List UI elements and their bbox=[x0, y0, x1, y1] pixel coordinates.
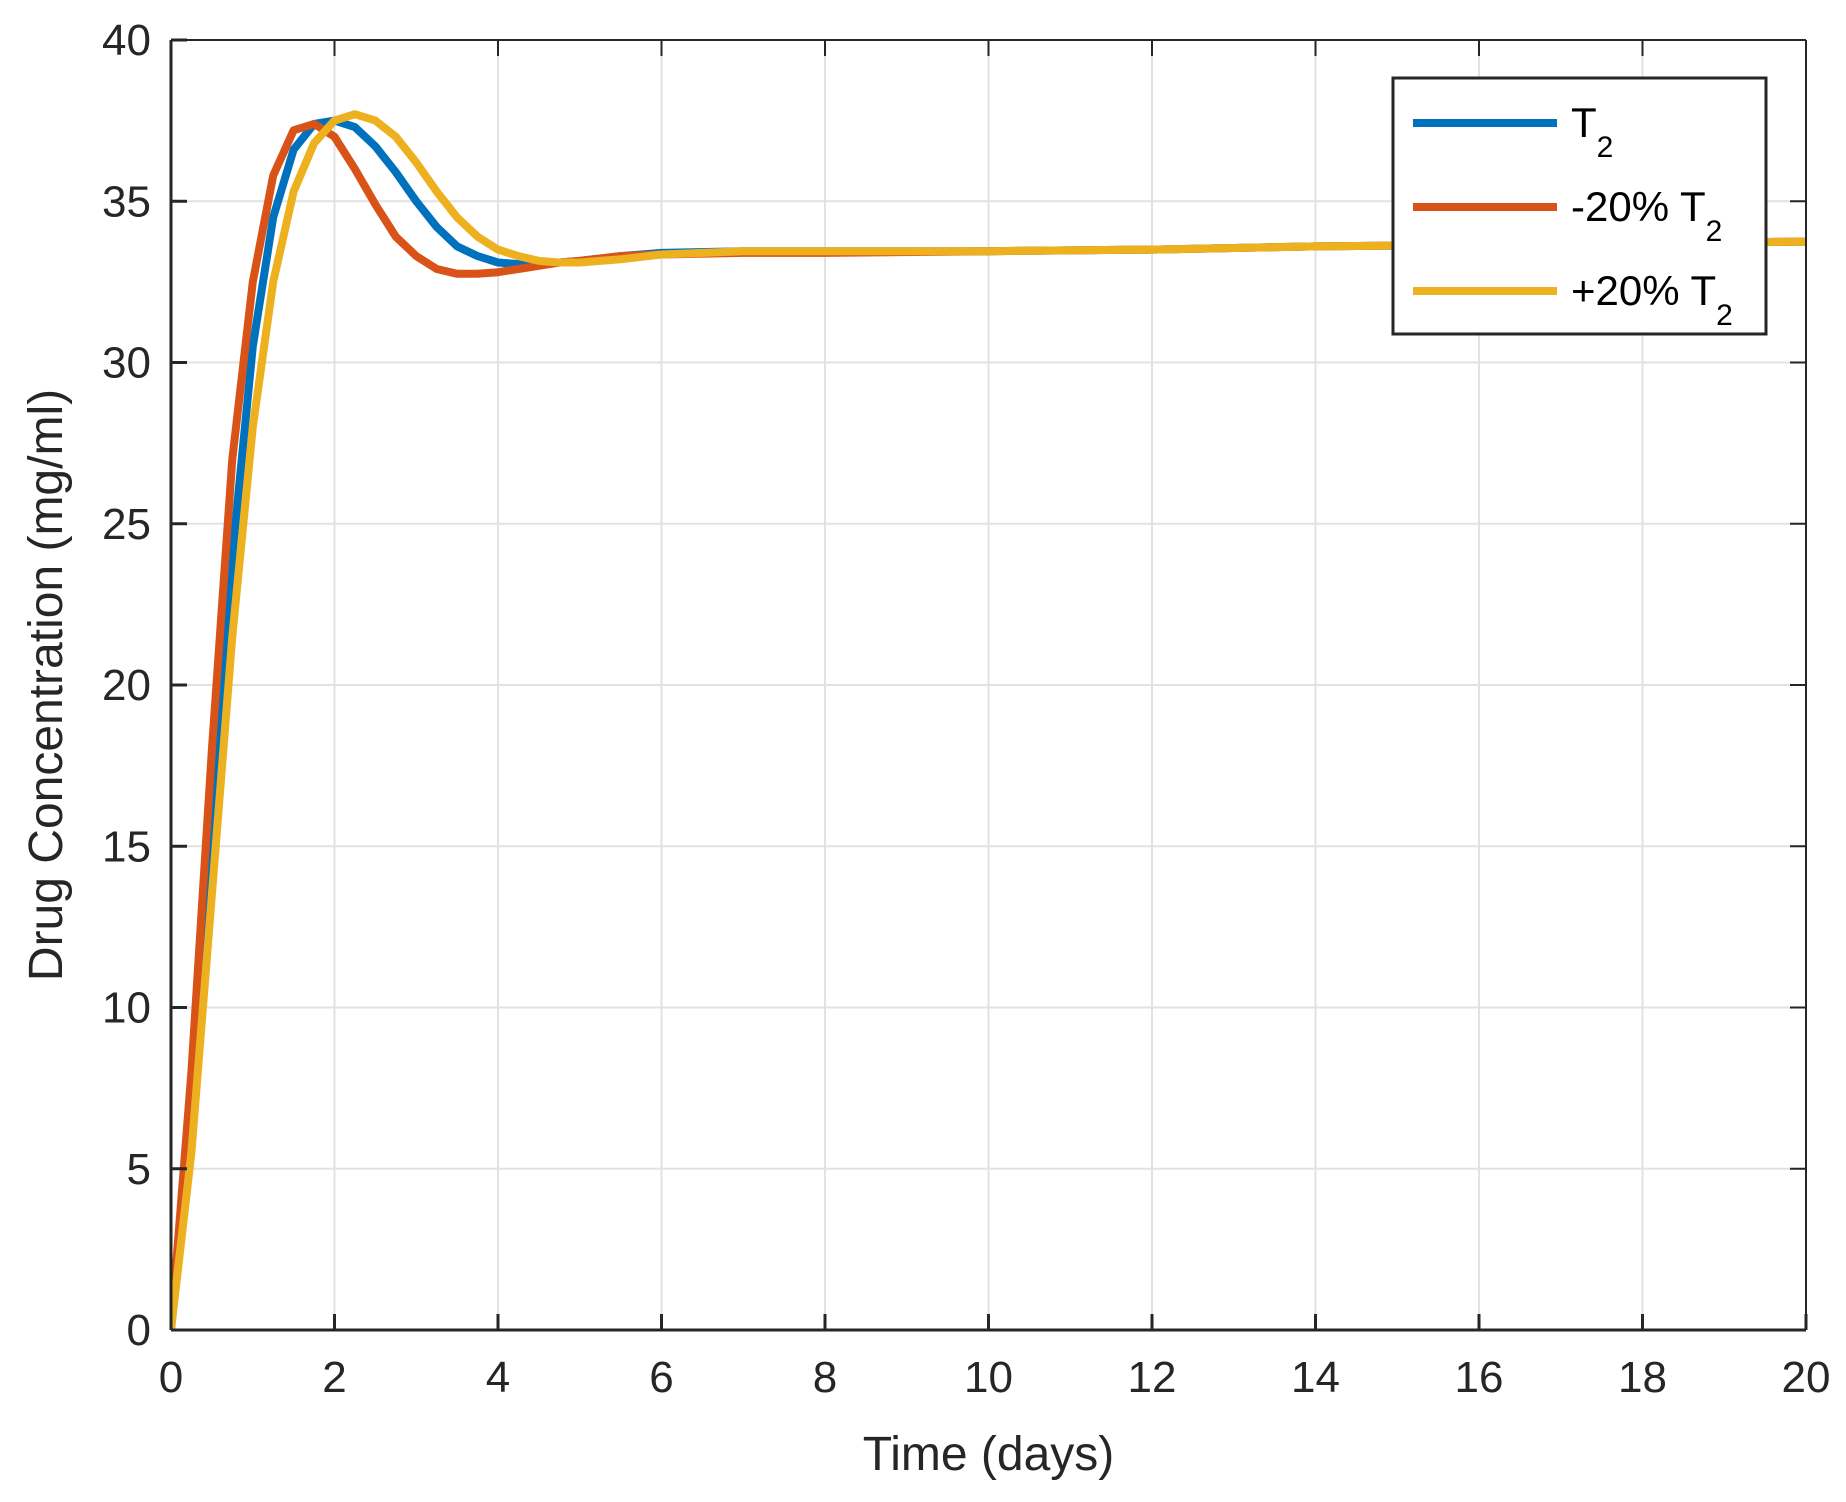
y-tick-label: 0 bbox=[127, 1306, 151, 1355]
y-tick-label: 35 bbox=[102, 177, 151, 226]
y-tick-label: 15 bbox=[102, 822, 151, 871]
y-tick-label: 40 bbox=[102, 16, 151, 65]
x-tick-label: 20 bbox=[1782, 1353, 1831, 1402]
x-tick-label: 18 bbox=[1618, 1353, 1667, 1402]
x-axis-label: Time (days) bbox=[863, 1428, 1115, 1481]
x-tick-label: 12 bbox=[1128, 1353, 1177, 1402]
y-tick-label: 5 bbox=[127, 1145, 151, 1194]
y-tick-label: 25 bbox=[102, 500, 151, 549]
y-tick-label: 30 bbox=[102, 339, 151, 388]
series-line-2 bbox=[171, 110, 1806, 1330]
legend: T2-20% T2+20% T2 bbox=[1391, 76, 1768, 336]
legend-label-0: T2 bbox=[1571, 99, 1613, 164]
plot-area bbox=[171, 110, 1806, 1330]
legend-label-1: -20% T2 bbox=[1571, 183, 1722, 248]
x-tick-label: 16 bbox=[1455, 1353, 1504, 1402]
legend-label-main: -20% T bbox=[1571, 183, 1706, 230]
y-tick-label: 10 bbox=[102, 984, 151, 1033]
y-tick-label: 20 bbox=[102, 661, 151, 710]
legend-label-2: +20% T2 bbox=[1571, 267, 1733, 332]
legend-label-main: +20% T bbox=[1571, 267, 1716, 314]
x-tick-label: 2 bbox=[322, 1353, 346, 1402]
legend-label-main: T bbox=[1571, 99, 1597, 146]
x-tick-label: 10 bbox=[964, 1353, 1013, 1402]
legend-label-sub: 2 bbox=[1716, 299, 1733, 332]
x-tick-label: 14 bbox=[1291, 1353, 1340, 1402]
legend-label-sub: 2 bbox=[1706, 215, 1723, 248]
x-tick-label: 6 bbox=[649, 1353, 673, 1402]
y-axis-label: Drug Concentration (mg/ml) bbox=[20, 389, 73, 981]
legend-label-sub: 2 bbox=[1597, 131, 1614, 164]
x-tick-label: 4 bbox=[486, 1353, 510, 1402]
x-tick-label: 8 bbox=[813, 1353, 837, 1402]
ticks: 0 2 4 6 8 10 12 14 16 18 20 0 5 10 15 20 25 30 35 40 bbox=[102, 16, 1830, 1402]
series-lines bbox=[171, 110, 1806, 1330]
x-tick-label: 0 bbox=[159, 1353, 183, 1402]
